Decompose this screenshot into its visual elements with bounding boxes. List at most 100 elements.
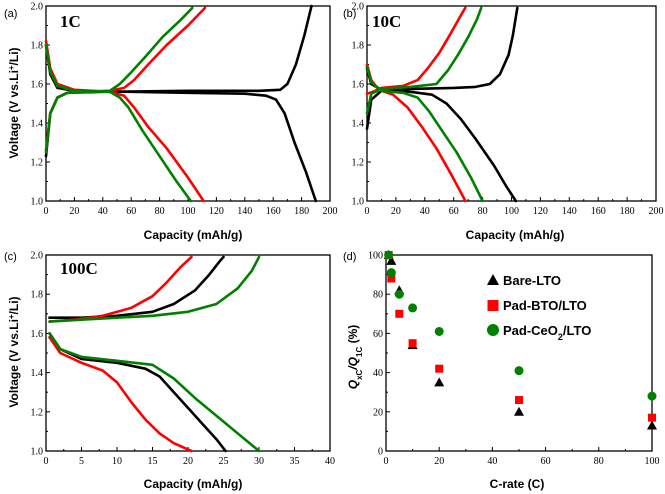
bare-lto-point	[647, 420, 657, 430]
panel-c-xtick-label: 5	[79, 456, 84, 467]
panel-b-xtick-label: 60	[449, 206, 459, 217]
panel-c-ytick-label: 1.8	[31, 290, 44, 301]
panel-a-xtick-label: 160	[266, 206, 281, 217]
panel-c-label: (c)	[4, 251, 17, 263]
panel-d-ytick-label: 0	[378, 447, 383, 458]
panel-c-xtick-label: 10	[112, 456, 122, 467]
pad-bto-lto-point	[408, 339, 417, 348]
panel-a-ylabel: Voltage (V vs.Li+/Li)	[7, 47, 22, 158]
panel-d-xtick-label: 100	[645, 456, 660, 467]
panel-b-frame	[366, 5, 657, 202]
panel-d-ytick-label: 80	[373, 290, 383, 301]
panel-a-discharge-curve	[44, 43, 318, 203]
panel-b-xlabel: Capacity (mAh/g)	[466, 228, 565, 242]
panel-a-label: (a)	[4, 8, 17, 20]
panel-b-label: (b)	[343, 8, 356, 20]
panel-d-label: (d)	[343, 251, 356, 263]
panel-c-ylabel: Voltage (V vs.Li+/Li)	[7, 296, 22, 407]
panel-d-xtick-label: 20	[434, 456, 444, 467]
pad-ceo2-lto-point	[434, 326, 444, 336]
panel-a-charge-curve	[44, 6, 194, 154]
panel-c-ytick-label: 1.0	[31, 447, 44, 458]
panel-b-xtick-label: 0	[365, 206, 370, 217]
panel-a-xtick-label: 20	[69, 206, 79, 217]
panel-c-xtick-label: 35	[290, 456, 300, 467]
panel-d: (d) C-rate (C) QxC/Q1C (%) Bare-LTO Pad-B…	[343, 250, 660, 491]
panel-a-discharge-curve	[44, 43, 193, 203]
panel-d-ytick-label: 40	[373, 368, 383, 379]
pad-bto-lto-point	[435, 364, 444, 373]
panel-a-xlabel: Capacity (mAh/g)	[144, 228, 243, 242]
panel-b-discharge-curve	[365, 65, 484, 203]
panel-a: (a) 1C Capacity (mAh/g) Voltage (V vs.Li…	[4, 2, 338, 243]
panel-d-ylabel: QxC/Q1C (%)	[346, 325, 364, 389]
panel-a-ytick-label: 2.0	[31, 2, 44, 13]
pad-ceo2-lto-point	[394, 289, 404, 299]
panel-c-xtick-label: 15	[148, 456, 158, 467]
pad-ceo2-lto-point	[514, 366, 524, 376]
panel-a-xtick-label: 80	[155, 206, 165, 217]
panel-a-xtick-label: 40	[98, 206, 108, 217]
panel-b-charge-curve	[365, 6, 483, 115]
panel-d-xtick-label: 0	[384, 456, 389, 467]
panel-b-ytick-label: 2.0	[352, 2, 365, 13]
panel-b-charge-curve	[365, 6, 519, 131]
panel-d-ytick-label: 20	[373, 407, 383, 418]
panel-d-ytick-label: 60	[373, 329, 383, 340]
panel-b-rate: 10C	[372, 12, 401, 31]
panel-c: (c) 100C Capacity (mAh/g) Voltage (V vs.…	[4, 251, 335, 492]
panel-c-xtick-label: 20	[183, 456, 193, 467]
panel-c-rate: 100C	[60, 259, 98, 278]
panel-a-rate: 1C	[60, 12, 81, 31]
bare-lto-point	[514, 406, 524, 416]
panel-a-xtick-label: 100	[181, 206, 196, 217]
pad-ceo2-lto-point	[386, 268, 396, 278]
panel-c-discharge-curve	[48, 335, 193, 453]
pad-ceo2-lto-point	[384, 250, 394, 260]
panel-b-xtick-label: 160	[591, 206, 606, 217]
legend-label: Pad-BTO/LTO	[503, 298, 587, 313]
panel-d-xlabel: C-rate (C)	[490, 477, 545, 491]
panel-c-discharge-curve	[48, 332, 261, 453]
panel-c-xtick-label: 25	[219, 456, 229, 467]
panel-b-xtick-label: 40	[420, 206, 430, 217]
panel-a-discharge-curve	[44, 39, 205, 203]
panel-b-xtick-label: 120	[533, 206, 548, 217]
panel-a-ytick-label: 1.6	[31, 80, 44, 91]
panel-a-charge-curve	[44, 4, 313, 158]
legend-circle-marker	[487, 324, 499, 336]
panel-c-xtick-label: 30	[254, 456, 264, 467]
panel-c-charge-curve	[48, 255, 261, 323]
panel-a-xtick-label: 60	[126, 206, 136, 217]
pad-bto-lto-point	[648, 413, 656, 422]
panel-d-legend: Bare-LTO Pad-BTO/LTO Pad-CeO2/LTO	[487, 273, 591, 342]
panel-c-frame	[45, 254, 331, 452]
panel-d-ytick-label: 100	[368, 251, 383, 262]
panel-a-xtick-label: 0	[44, 206, 49, 217]
panel-b-ytick-label: 1.0	[352, 197, 365, 208]
panel-c-xlabel: Capacity (mAh/g)	[144, 477, 243, 491]
pad-ceo2-lto-point	[408, 303, 418, 313]
bare-lto-point	[434, 377, 445, 387]
panel-b-ytick-label: 1.8	[352, 41, 365, 52]
panel-d-xtick-label: 40	[487, 456, 497, 467]
bare-lto-point	[386, 255, 397, 265]
panel-a-ytick-label: 1.8	[31, 41, 44, 52]
panel-b-xtick-label: 200	[649, 206, 664, 217]
panel-d-xtick-label: 60	[541, 456, 551, 467]
panel-b-xtick-label: 180	[620, 206, 635, 217]
legend-triangle-marker	[487, 274, 499, 285]
panel-a-xtick-label: 180	[294, 206, 309, 217]
legend-label: Bare-LTO	[503, 273, 561, 288]
panel-b-ytick-label: 1.4	[352, 119, 365, 130]
panel-b-xtick-label: 20	[391, 206, 401, 217]
panel-a-xtick-label: 120	[209, 206, 224, 217]
panel-a-ytick-label: 1.2	[31, 158, 44, 169]
pad-ceo2-lto-point	[647, 391, 657, 401]
panel-b-xtick-label: 100	[504, 206, 519, 217]
panel-a-xtick-label: 140	[237, 206, 252, 217]
pad-bto-lto-point	[515, 396, 523, 405]
panel-c-xtick-label: 0	[44, 456, 49, 467]
legend-label: Pad-CeO2/LTO	[503, 323, 591, 342]
